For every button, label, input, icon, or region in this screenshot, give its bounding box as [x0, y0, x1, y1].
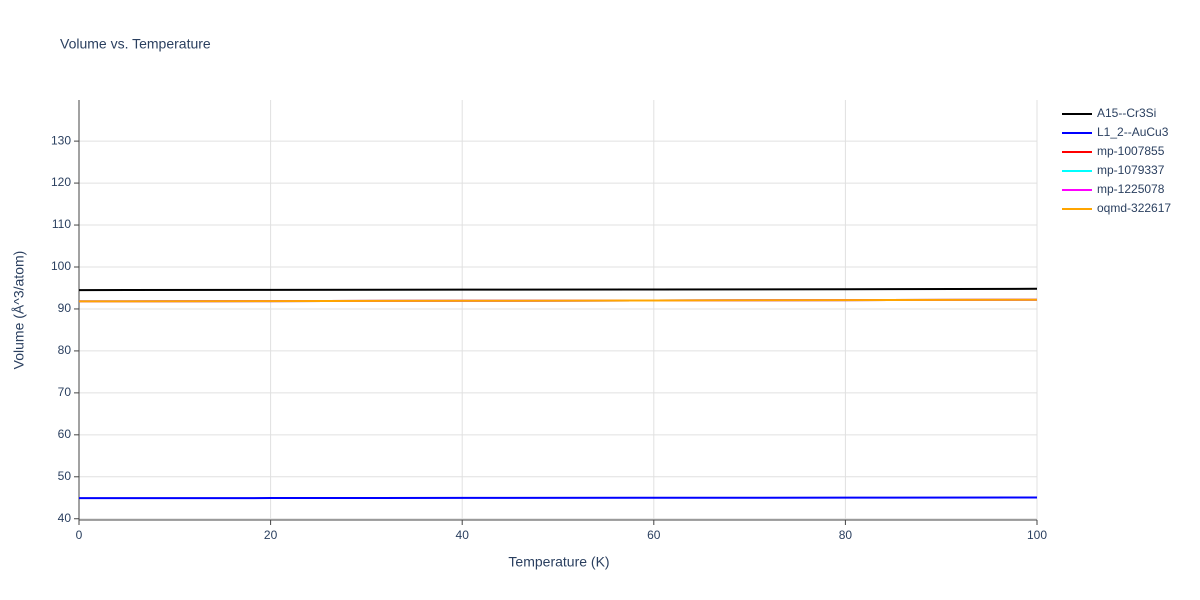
y-tick-label: 120 [51, 175, 71, 189]
y-tick-label: 40 [58, 511, 72, 525]
legend-label: L1_2--AuCu3 [1097, 125, 1169, 139]
legend-label: mp-1225078 [1097, 182, 1165, 196]
x-tick-label: 80 [839, 528, 853, 542]
x-tick-label: 20 [264, 528, 278, 542]
x-axis-label: Temperature (K) [508, 554, 609, 570]
series-line [78, 496, 1038, 500]
series-line [78, 287, 1038, 292]
y-tick-label: 50 [58, 469, 72, 483]
x-tick-label: 60 [647, 528, 661, 542]
y-axis-label: Volume (Å^3/atom) [11, 251, 27, 370]
y-tick-label: 130 [51, 133, 71, 147]
series-line [78, 298, 1038, 303]
y-tick-label: 60 [58, 427, 72, 441]
legend-label: mp-1079337 [1097, 163, 1165, 177]
y-tick-label: 100 [51, 259, 71, 273]
chart-title: Volume vs. Temperature [60, 36, 211, 52]
x-tick-label: 100 [1027, 528, 1047, 542]
x-tick-label: 40 [456, 528, 470, 542]
y-tick-label: 90 [58, 301, 72, 315]
legend-label: mp-1007855 [1097, 144, 1165, 158]
legend-label: A15--Cr3Si [1097, 106, 1156, 120]
x-tick-label: 0 [76, 528, 83, 542]
y-tick-label: 70 [58, 385, 72, 399]
legend-label: oqmd-322617 [1097, 201, 1171, 215]
y-tick-label: 110 [52, 217, 71, 231]
y-tick-label: 80 [58, 343, 72, 357]
